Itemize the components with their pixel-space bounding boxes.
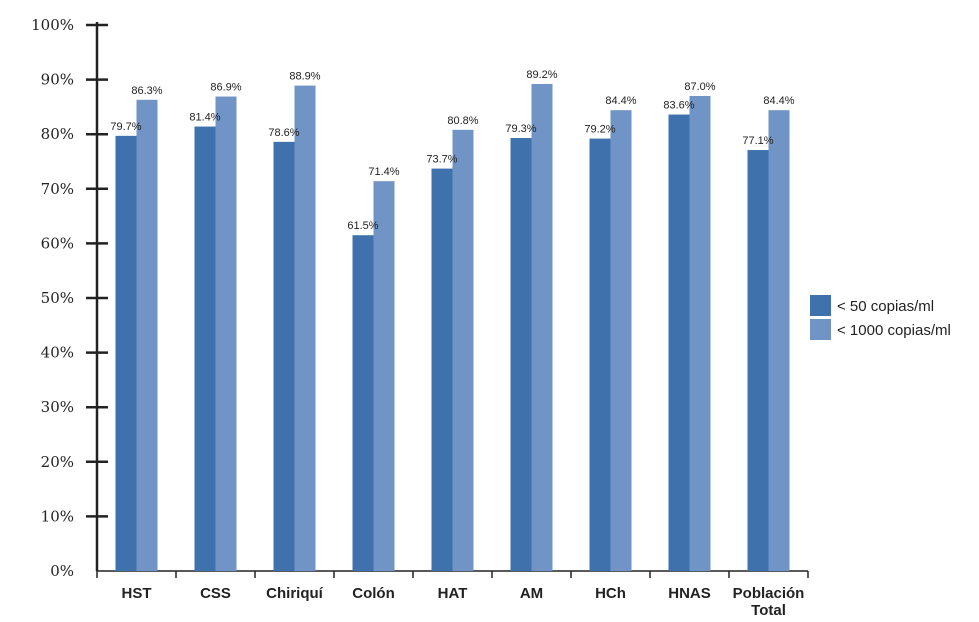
data-label: 84.4% [605,95,636,107]
bar-series-1 [194,126,216,571]
bar-series-2 [136,99,158,571]
data-label: 61.5% [347,220,378,232]
bar-series-1 [352,235,374,571]
y-tick-label: 10% [41,507,74,525]
data-labels: 79.7% 86.3% 81.4% 86.9% 78.6% 88.9% 61.5% 71.4%… [110,69,794,232]
x-axis: HST CSS Chiriquí Colón HAT AM HCh HNAS Población… [96,570,809,619]
bars [115,83,790,572]
y-tick-label: 50% [41,289,74,307]
data-label: 81.4% [189,112,220,124]
y-tick-label: 0% [50,562,74,580]
x-tick-label: Población Total [733,585,805,619]
x-tick-label: Chiriquí [266,585,323,602]
y-tick-label: 40% [41,344,74,362]
bar-series-2 [768,110,790,572]
bar-series-2 [531,83,553,571]
x-tick-label: HNAS [668,585,711,602]
bar-series-2 [373,181,395,571]
bar-series-1 [431,168,453,571]
x-tick-label: CSS [200,585,231,602]
legend: < 50 copias/ml < 1000 copias/ml [810,295,951,340]
data-label: 84.4% [763,95,794,107]
bar-series-2 [215,96,237,571]
y-tick-label: 60% [41,234,74,252]
data-label: 87.0% [684,81,715,93]
y-tick-label: 70% [41,180,74,198]
y-tick-label: 100% [31,16,74,34]
legend-label: < 50 copias/ml [837,298,934,315]
bar-series-1 [115,135,137,571]
x-tick-label: AM [520,585,543,602]
data-label: 71.4% [368,166,399,178]
y-tick-label: 90% [41,71,74,89]
legend-swatch [810,319,831,340]
x-tick-label: HST [122,585,152,602]
bar-series-1 [668,114,690,571]
bar-series-1 [747,150,769,571]
data-label: 80.8% [447,115,478,127]
y-tick-label: 80% [41,125,74,143]
data-label: 73.7% [426,154,457,166]
data-label: 83.6% [663,100,694,112]
legend-swatch [810,295,831,316]
y-tick-label: 30% [41,398,74,416]
bar-series-2 [294,85,316,571]
data-label: 79.3% [505,123,536,135]
data-label: 89.2% [526,69,557,81]
data-label: 79.2% [584,124,615,136]
data-label: 77.1% [742,135,773,147]
bar-series-2 [452,129,474,571]
bar-series-2 [610,110,632,572]
y-axis: 0% 10% 20% 30% 40% 50% 60% 70% 80% 90% 100% [31,16,108,580]
bar-series-1 [510,138,532,571]
data-label: 86.3% [131,85,162,97]
legend-label: < 1000 copias/ml [837,322,951,339]
data-label: 78.6% [268,127,299,139]
data-label: 88.9% [289,71,320,83]
data-label: 86.9% [210,82,241,94]
x-tick-label: HCh [595,585,626,602]
bar-series-1 [273,141,295,571]
x-tick-label: Colón [352,585,395,602]
x-tick-label: HAT [438,585,468,602]
y-tick-label: 20% [41,453,74,471]
bar-series-1 [589,138,611,571]
data-label: 79.7% [110,121,141,133]
bar-series-2 [689,95,711,571]
